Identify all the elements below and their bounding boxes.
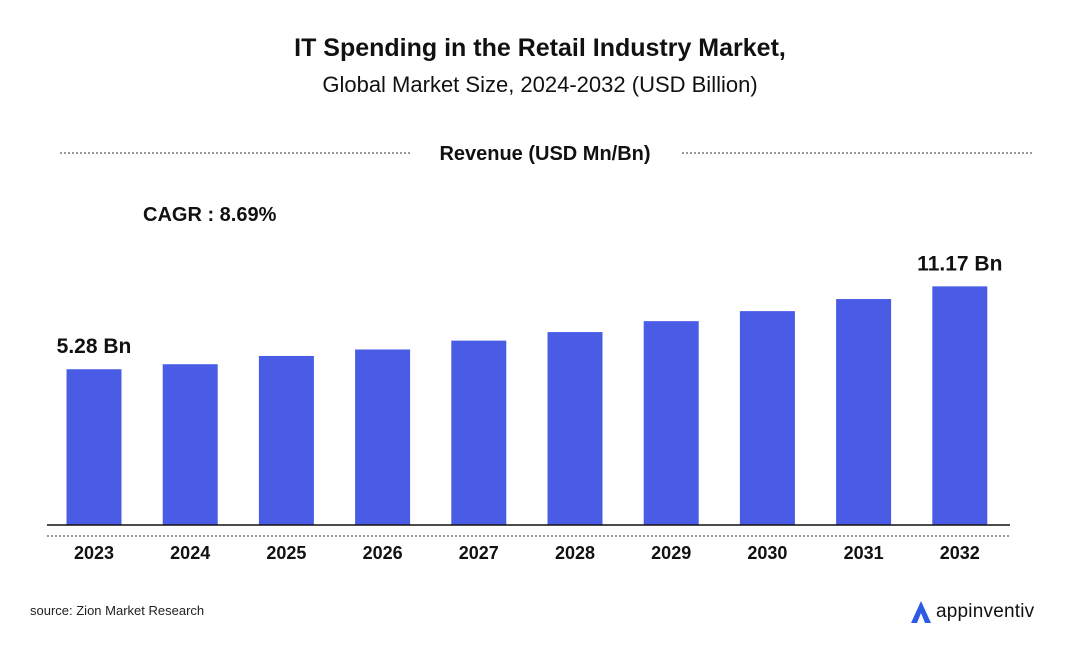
x-tick-2026: 2026 [363,543,403,563]
data-labels: 5.28 Bn 11.17 Bn [57,252,1003,358]
x-tick-2027: 2027 [459,543,499,563]
x-tick-2032: 2032 [940,543,980,563]
x-tick-2030: 2030 [747,543,787,563]
bar-2026 [355,349,411,525]
brand-name: appinventiv [936,601,1035,622]
bar-2028 [547,332,603,525]
bar-2023 [66,369,122,525]
x-tick-2024: 2024 [170,543,210,563]
x-tick-2023: 2023 [74,543,114,563]
bar-2032 [932,286,988,525]
bar-2029 [643,321,699,525]
bar-2030 [739,311,795,525]
x-tick-2025: 2025 [266,543,306,563]
bar-2024 [162,364,218,525]
source-note: source: Zion Market Research [30,603,205,618]
bar-2031 [836,299,892,525]
x-tick-2031: 2031 [844,543,884,563]
data-label-2032: 11.17 Bn [917,252,1002,275]
x-tick-2028: 2028 [555,543,595,563]
y-axis-label: Revenue (USD Mn/Bn) [439,143,650,165]
cagr-annotation: CAGR : 8.69% [143,204,277,226]
x-tick-2029: 2029 [651,543,691,563]
chart-title: IT Spending in the Retail Industry Marke… [294,34,786,62]
data-label-2023: 5.28 Bn [57,335,132,358]
brand-logo[interactable]: appinventiv [910,597,1034,627]
x-tick-labels: 2023 2024 2025 2026 2027 2028 2029 2030 2031 2032 [74,543,980,563]
appinventiv-logo-icon [911,601,931,623]
bar-2025 [258,355,314,525]
bar-2027 [451,340,507,525]
chart-subtitle: Global Market Size, 2024-2032 (USD Billi… [322,72,758,97]
bars-group [66,286,988,525]
